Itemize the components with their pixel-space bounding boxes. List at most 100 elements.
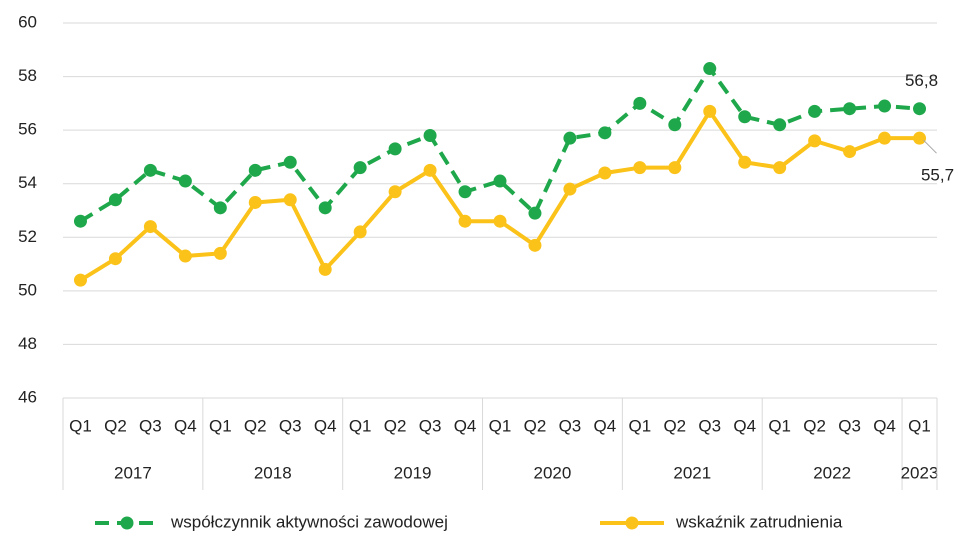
point: [213, 246, 227, 260]
point: [178, 174, 192, 188]
x-tick-label: Q3: [559, 416, 582, 435]
x-tick-label: Q1: [69, 416, 92, 435]
year-label: 2017: [114, 463, 152, 482]
point: [108, 193, 122, 207]
point: [458, 185, 472, 199]
point: [528, 238, 542, 252]
point: [773, 118, 787, 132]
x-tick-label: Q2: [104, 416, 127, 435]
y-tick-label: 56: [18, 120, 37, 139]
x-tick-label: Q2: [803, 416, 826, 435]
point: [878, 99, 892, 113]
point: [283, 155, 297, 169]
x-tick-label: Q1: [489, 416, 512, 435]
year-label: 2023: [901, 463, 939, 482]
legend-marker: [625, 516, 639, 530]
point: [913, 102, 927, 116]
point: [73, 273, 87, 287]
y-tick-label: 46: [18, 387, 37, 406]
point: [913, 131, 927, 145]
point: [843, 145, 857, 159]
point: [388, 185, 402, 199]
point: [388, 142, 402, 156]
year-label: 2018: [254, 463, 292, 482]
x-tick-label: Q4: [174, 416, 197, 435]
x-tick-label: Q4: [314, 416, 337, 435]
point: [353, 225, 367, 239]
point: [248, 195, 262, 209]
point: [598, 166, 612, 180]
point: [808, 104, 822, 118]
point: [143, 163, 157, 177]
data-label: 55,7: [921, 166, 954, 185]
point: [668, 118, 682, 132]
y-tick-label: 52: [18, 227, 37, 246]
x-tick-label: Q3: [419, 416, 442, 435]
point: [843, 102, 857, 116]
x-tick-label: Q1: [628, 416, 651, 435]
x-tick-label: Q3: [698, 416, 721, 435]
point: [598, 126, 612, 140]
legend-label: wskaźnik zatrudnienia: [675, 512, 843, 531]
x-tick-label: Q3: [279, 416, 302, 435]
point: [633, 96, 647, 110]
point: [703, 62, 717, 76]
y-tick-label: 48: [18, 334, 37, 353]
year-label: 2019: [394, 463, 432, 482]
point: [283, 193, 297, 207]
x-tick-label: Q3: [139, 416, 162, 435]
x-tick-label: Q1: [349, 416, 372, 435]
point: [423, 129, 437, 142]
point: [563, 131, 577, 145]
x-tick-label: Q2: [663, 416, 686, 435]
y-tick-label: 54: [18, 173, 37, 192]
point: [143, 220, 157, 234]
x-tick-label: Q4: [594, 416, 617, 435]
point: [738, 110, 752, 124]
x-tick-label: Q2: [524, 416, 547, 435]
x-tick-label: Q1: [908, 416, 931, 435]
point: [318, 201, 332, 215]
point: [493, 214, 507, 228]
legend-label: współczynnik aktywności zawodowej: [170, 512, 448, 531]
point: [773, 161, 787, 175]
point: [738, 155, 752, 169]
point: [108, 252, 122, 266]
x-tick-label: Q4: [454, 416, 477, 435]
point: [493, 174, 507, 188]
x-tick-label: Q2: [244, 416, 267, 435]
data-label: 56,8: [905, 71, 938, 90]
point: [703, 104, 717, 118]
point: [318, 262, 332, 276]
x-tick-label: Q4: [733, 416, 756, 435]
point: [178, 249, 192, 263]
leader-line: [923, 139, 937, 154]
point: [633, 161, 647, 175]
y-tick-label: 50: [18, 280, 37, 299]
x-tick-label: Q1: [768, 416, 791, 435]
point: [213, 201, 227, 215]
point: [458, 214, 472, 228]
point: [563, 182, 577, 196]
point: [73, 214, 87, 228]
point: [423, 163, 437, 177]
year-label: 2020: [534, 463, 572, 482]
point: [878, 131, 892, 145]
y-tick-label: 58: [18, 66, 37, 85]
point: [353, 161, 367, 175]
point: [248, 163, 262, 177]
legend-marker: [120, 516, 134, 530]
point: [668, 161, 682, 175]
x-tick-label: Q3: [838, 416, 861, 435]
y-tick-label: 60: [18, 12, 37, 31]
series-line: [79, 66, 920, 223]
x-tick-label: Q4: [873, 416, 896, 435]
point: [808, 134, 822, 148]
year-label: 2021: [673, 463, 711, 482]
x-tick-label: Q1: [209, 416, 232, 435]
series-line: [79, 109, 920, 282]
point: [528, 206, 542, 220]
x-tick-label: Q2: [384, 416, 407, 435]
year-label: 2022: [813, 463, 851, 482]
